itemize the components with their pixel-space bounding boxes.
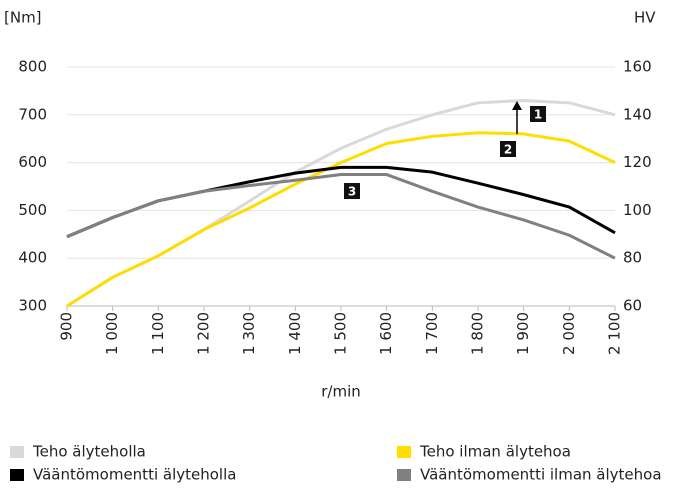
x-tick-label: 2 000 xyxy=(560,312,578,355)
x-tick-label: 1 200 xyxy=(195,312,213,355)
annotation-arrowhead xyxy=(512,101,522,110)
x-tick-label: 1 400 xyxy=(286,312,304,355)
x-tick-label: 1 800 xyxy=(469,312,487,355)
y2-tick-label: 80 xyxy=(623,249,642,267)
series-line xyxy=(66,131,616,308)
y2-tick-label: 60 xyxy=(623,297,642,315)
legend-swatch xyxy=(397,469,411,481)
series-line xyxy=(66,173,616,260)
x-tick-label: 1 500 xyxy=(332,312,350,355)
legend-label: Vääntömomentti ilman älytehoa xyxy=(420,466,662,484)
y2-tick-label: 100 xyxy=(623,201,652,219)
annotation-box xyxy=(530,106,546,122)
legend-label: Vääntömomentti älyteholla xyxy=(33,466,236,484)
y2-tick-label: 120 xyxy=(623,153,652,171)
y2-tick-label: 140 xyxy=(623,105,652,123)
series-line xyxy=(66,165,616,239)
legend-swatch xyxy=(10,469,24,481)
legend: Teho älyteholla Teho ilman älytehoa Vääntö… xyxy=(10,443,662,484)
y-tick-label: 800 xyxy=(18,58,47,76)
legend-label: Teho älyteholla xyxy=(32,443,146,461)
y-tick-label: 500 xyxy=(18,201,47,219)
annotation: 2 xyxy=(504,143,512,157)
y-tick-label: 700 xyxy=(18,105,47,123)
x-tick-label: 2 100 xyxy=(606,312,624,355)
y-tick-label: 600 xyxy=(18,153,47,171)
x-tick-label: 900 xyxy=(58,312,76,341)
annotation-box xyxy=(500,141,516,157)
annotation: 3 xyxy=(348,185,356,199)
x-axis-label: r/min xyxy=(321,383,361,401)
x-tick-label: 1 700 xyxy=(423,312,441,355)
annotation: 1 xyxy=(534,108,542,122)
legend-swatch xyxy=(397,446,411,458)
x-tick-label: 1 100 xyxy=(149,312,167,355)
x-tick-label: 1 000 xyxy=(103,312,121,355)
annotations: 1 2 3 xyxy=(344,101,546,199)
x-tick-label: 1 600 xyxy=(377,312,395,355)
y2-tick-label: 160 xyxy=(623,58,652,76)
y-tick-label: 300 xyxy=(18,297,47,315)
x-tick-label: 1 900 xyxy=(514,312,532,355)
plot-area: 300 400 500 600 700 800 60 80 100 120 140 160 900 1 0… xyxy=(18,58,651,355)
y2-axis-label: HV xyxy=(634,9,656,27)
x-tick-label: 1 300 xyxy=(240,312,258,355)
y-tick-label: 400 xyxy=(18,249,47,267)
legend-label: Teho ilman älytehoa xyxy=(419,443,571,461)
legend-swatch xyxy=(10,446,24,458)
y-axis-label: [Nm] xyxy=(4,9,42,27)
annotation-box xyxy=(344,183,360,199)
